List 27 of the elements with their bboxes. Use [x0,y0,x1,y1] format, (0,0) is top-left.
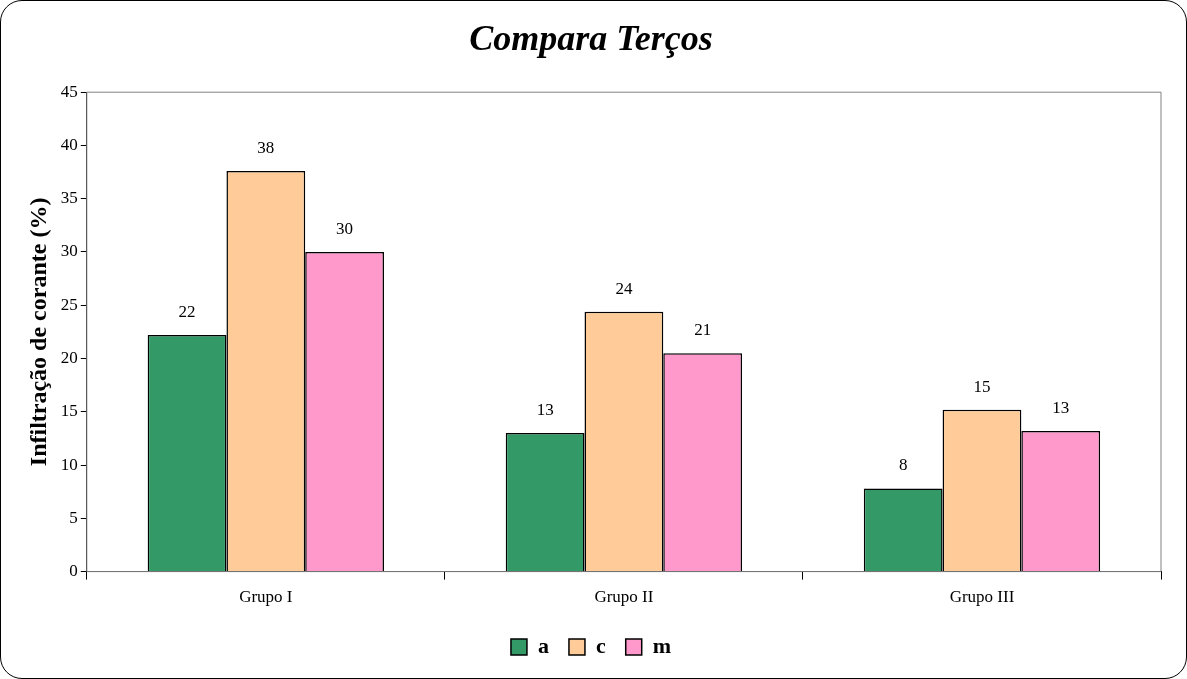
data-label: 15 [973,376,991,396]
chart-title: Compara Terços [469,17,713,58]
y-tick-label: 10 [60,454,78,474]
data-label: 13 [1052,397,1070,417]
data-label: 21 [694,320,712,340]
y-tick-label: 15 [60,401,78,421]
y-tick-label: 5 [69,507,78,527]
x-tick-label: Grupo I [239,587,293,607]
y-tick-label: 35 [60,188,78,208]
y-axis-title: Infiltração de corante (%) [24,197,51,467]
y-tick-label: 25 [60,294,78,314]
legend-label: c [595,632,606,658]
y-tick-label: 40 [60,134,78,154]
data-label: 13 [536,400,554,420]
data-label: 38 [257,138,275,157]
legend-label: a [537,632,549,658]
data-label: 22 [178,302,196,322]
data-label: 24 [615,278,633,298]
y-tick-label: 20 [60,348,78,367]
y-tick-label: 0 [69,561,78,581]
legend-label: m [652,632,672,658]
x-tick-label: Grupo III [949,587,1015,607]
data-label: 30 [336,218,354,238]
data-label: 8 [898,455,908,475]
y-tick-label: 45 [60,81,78,101]
x-tick-label: Grupo II [594,587,654,607]
y-tick-label: 30 [60,241,78,261]
